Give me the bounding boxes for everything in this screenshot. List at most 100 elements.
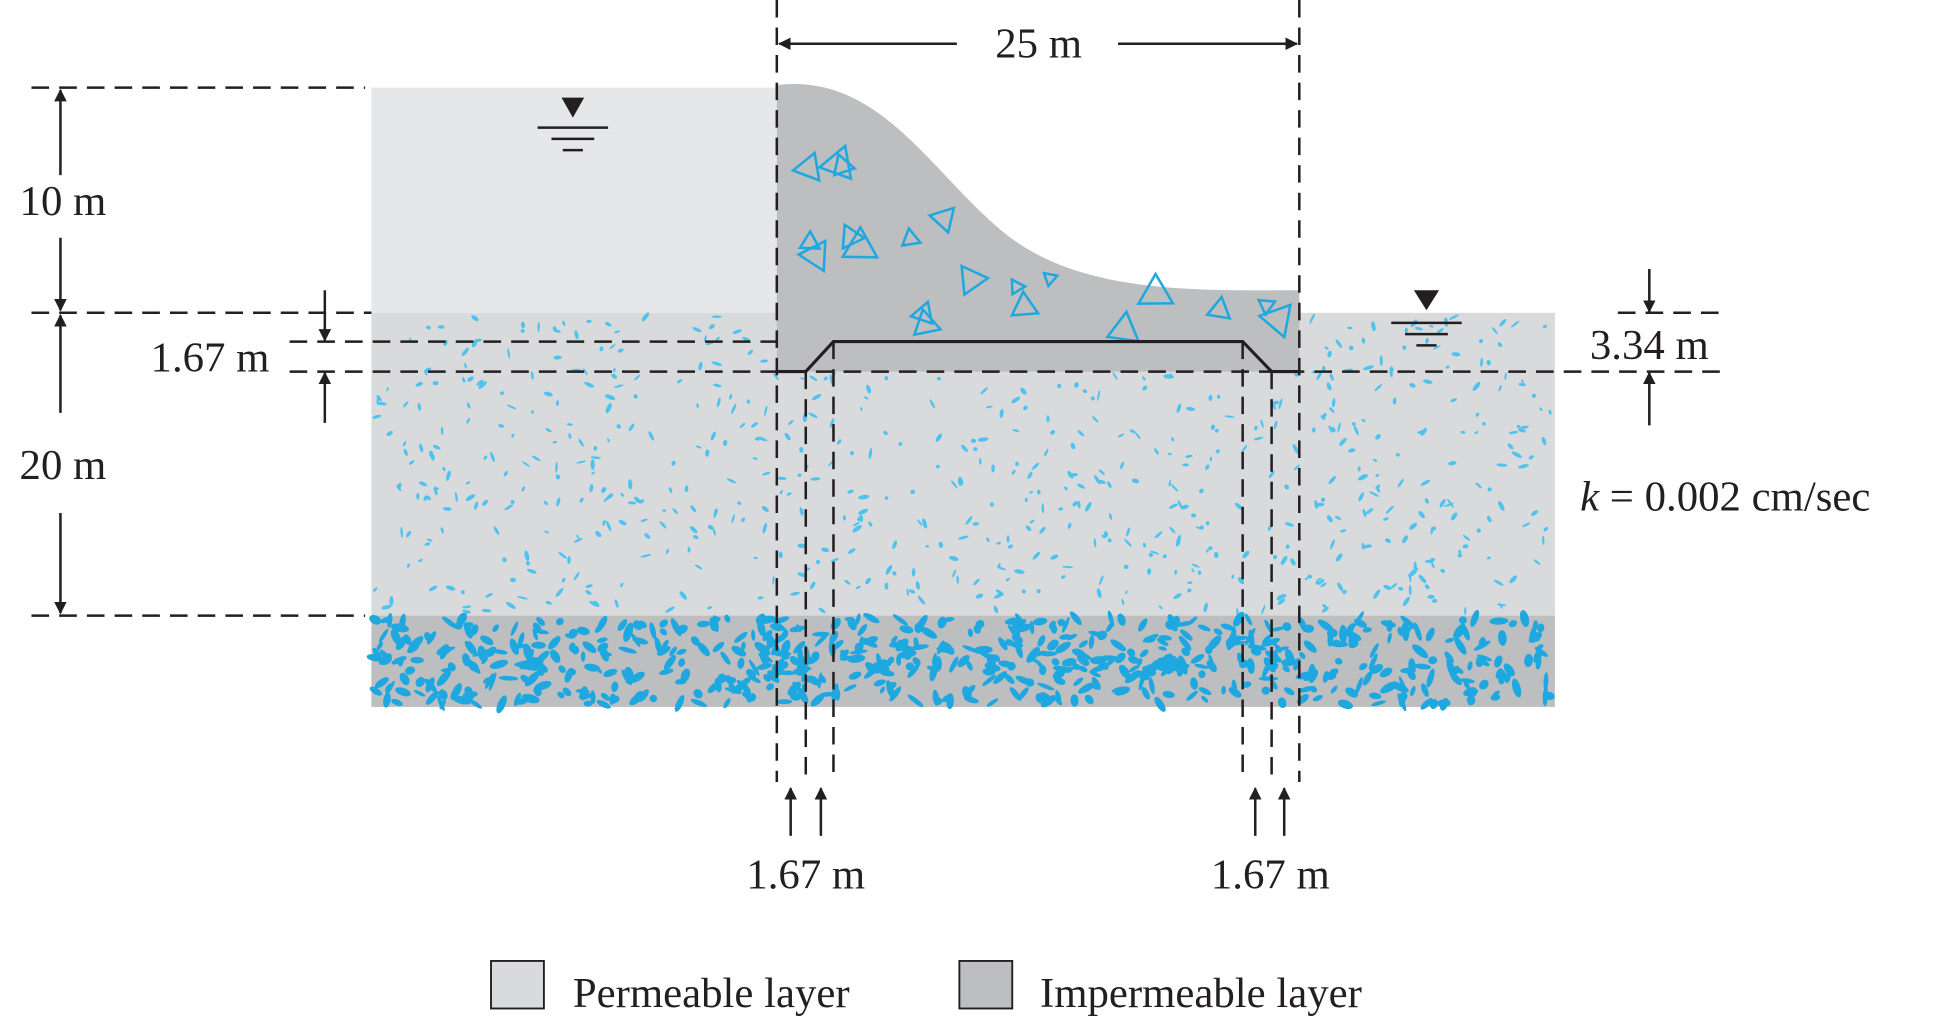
speckle [697,642,710,657]
speckle [445,585,456,591]
speckle [979,458,982,465]
speckle [633,691,644,703]
speckle [661,639,669,650]
speckle [1458,549,1462,555]
speckle [623,622,634,642]
speckle [383,692,391,708]
speckle [531,455,541,462]
speckle [932,689,940,706]
speckle [749,675,761,684]
speckle [1490,694,1501,701]
speckle [1173,615,1181,625]
speckle [665,548,670,555]
speckle [1476,657,1490,667]
speckle [907,663,920,678]
speckle [1180,629,1193,641]
speckle [1511,678,1522,698]
speckle [912,306,943,337]
speckle [1402,596,1410,607]
speckle [472,649,490,657]
dim-label: 20 m [20,442,107,489]
speckle [399,672,410,686]
speckle [1533,648,1543,663]
speckle [423,495,429,501]
speckle [1009,289,1041,317]
speckle [1220,623,1235,631]
speckle [616,424,621,429]
speckle [446,470,451,481]
speckle [887,656,895,665]
speckle [483,455,488,460]
speckle [895,638,909,652]
speckle [1011,634,1023,644]
speckle [714,677,722,693]
speckle [1285,544,1290,549]
speckle [492,624,500,632]
speckle [1258,676,1279,681]
speckle [1216,394,1221,399]
speckle [1039,526,1046,534]
speckle [899,625,914,634]
speckle [1107,481,1112,489]
speckle [776,476,787,480]
speckle [1184,454,1193,458]
speckle [1067,633,1078,641]
speckle [925,545,930,548]
speckle [1029,490,1033,494]
speckle [865,577,872,585]
speckle [980,387,988,395]
speckle [1413,622,1422,641]
speckle [1361,418,1366,423]
speckle [908,299,934,326]
speckle [1402,345,1407,350]
speckle [935,433,943,442]
speckle [1213,551,1219,559]
speckle [1404,327,1408,334]
speckle [723,698,731,709]
speckle [573,537,583,543]
speckle [1174,664,1190,672]
speckle [1037,682,1055,691]
speckle [1493,579,1504,586]
speckle [1121,598,1125,606]
speckle [790,150,821,183]
speckle [707,525,714,530]
speckle [696,620,710,628]
speckle [562,687,572,697]
speckle [1204,294,1232,320]
speckle [1105,658,1115,667]
speckle [1373,589,1381,599]
speckle [897,650,917,659]
speckle [818,674,827,684]
speckle [812,394,822,401]
speckle [576,534,580,539]
speckle [1535,656,1542,670]
speckle [1256,303,1293,340]
speckle [520,321,526,329]
speckle [648,431,655,441]
speckle [555,617,564,626]
speckle [1169,503,1179,509]
speckle [1390,583,1398,590]
speckle [1402,535,1409,544]
speckle [986,698,999,707]
speckle [1104,309,1141,343]
speckle [1491,327,1498,335]
speckle [712,383,722,388]
speckle [1117,613,1126,626]
speckle [676,648,687,655]
speckle [720,651,731,665]
speckle [545,428,552,433]
speckle [406,563,411,568]
speckle [1173,593,1182,600]
speckle [611,681,619,693]
speckle [1375,433,1381,440]
speckle [1073,677,1084,687]
speckle [858,494,870,500]
speckle [1533,559,1541,565]
speckle [1353,611,1364,628]
speckle [1114,686,1131,696]
speckle [1190,654,1205,664]
speckle [606,520,612,532]
speckle [823,376,828,381]
